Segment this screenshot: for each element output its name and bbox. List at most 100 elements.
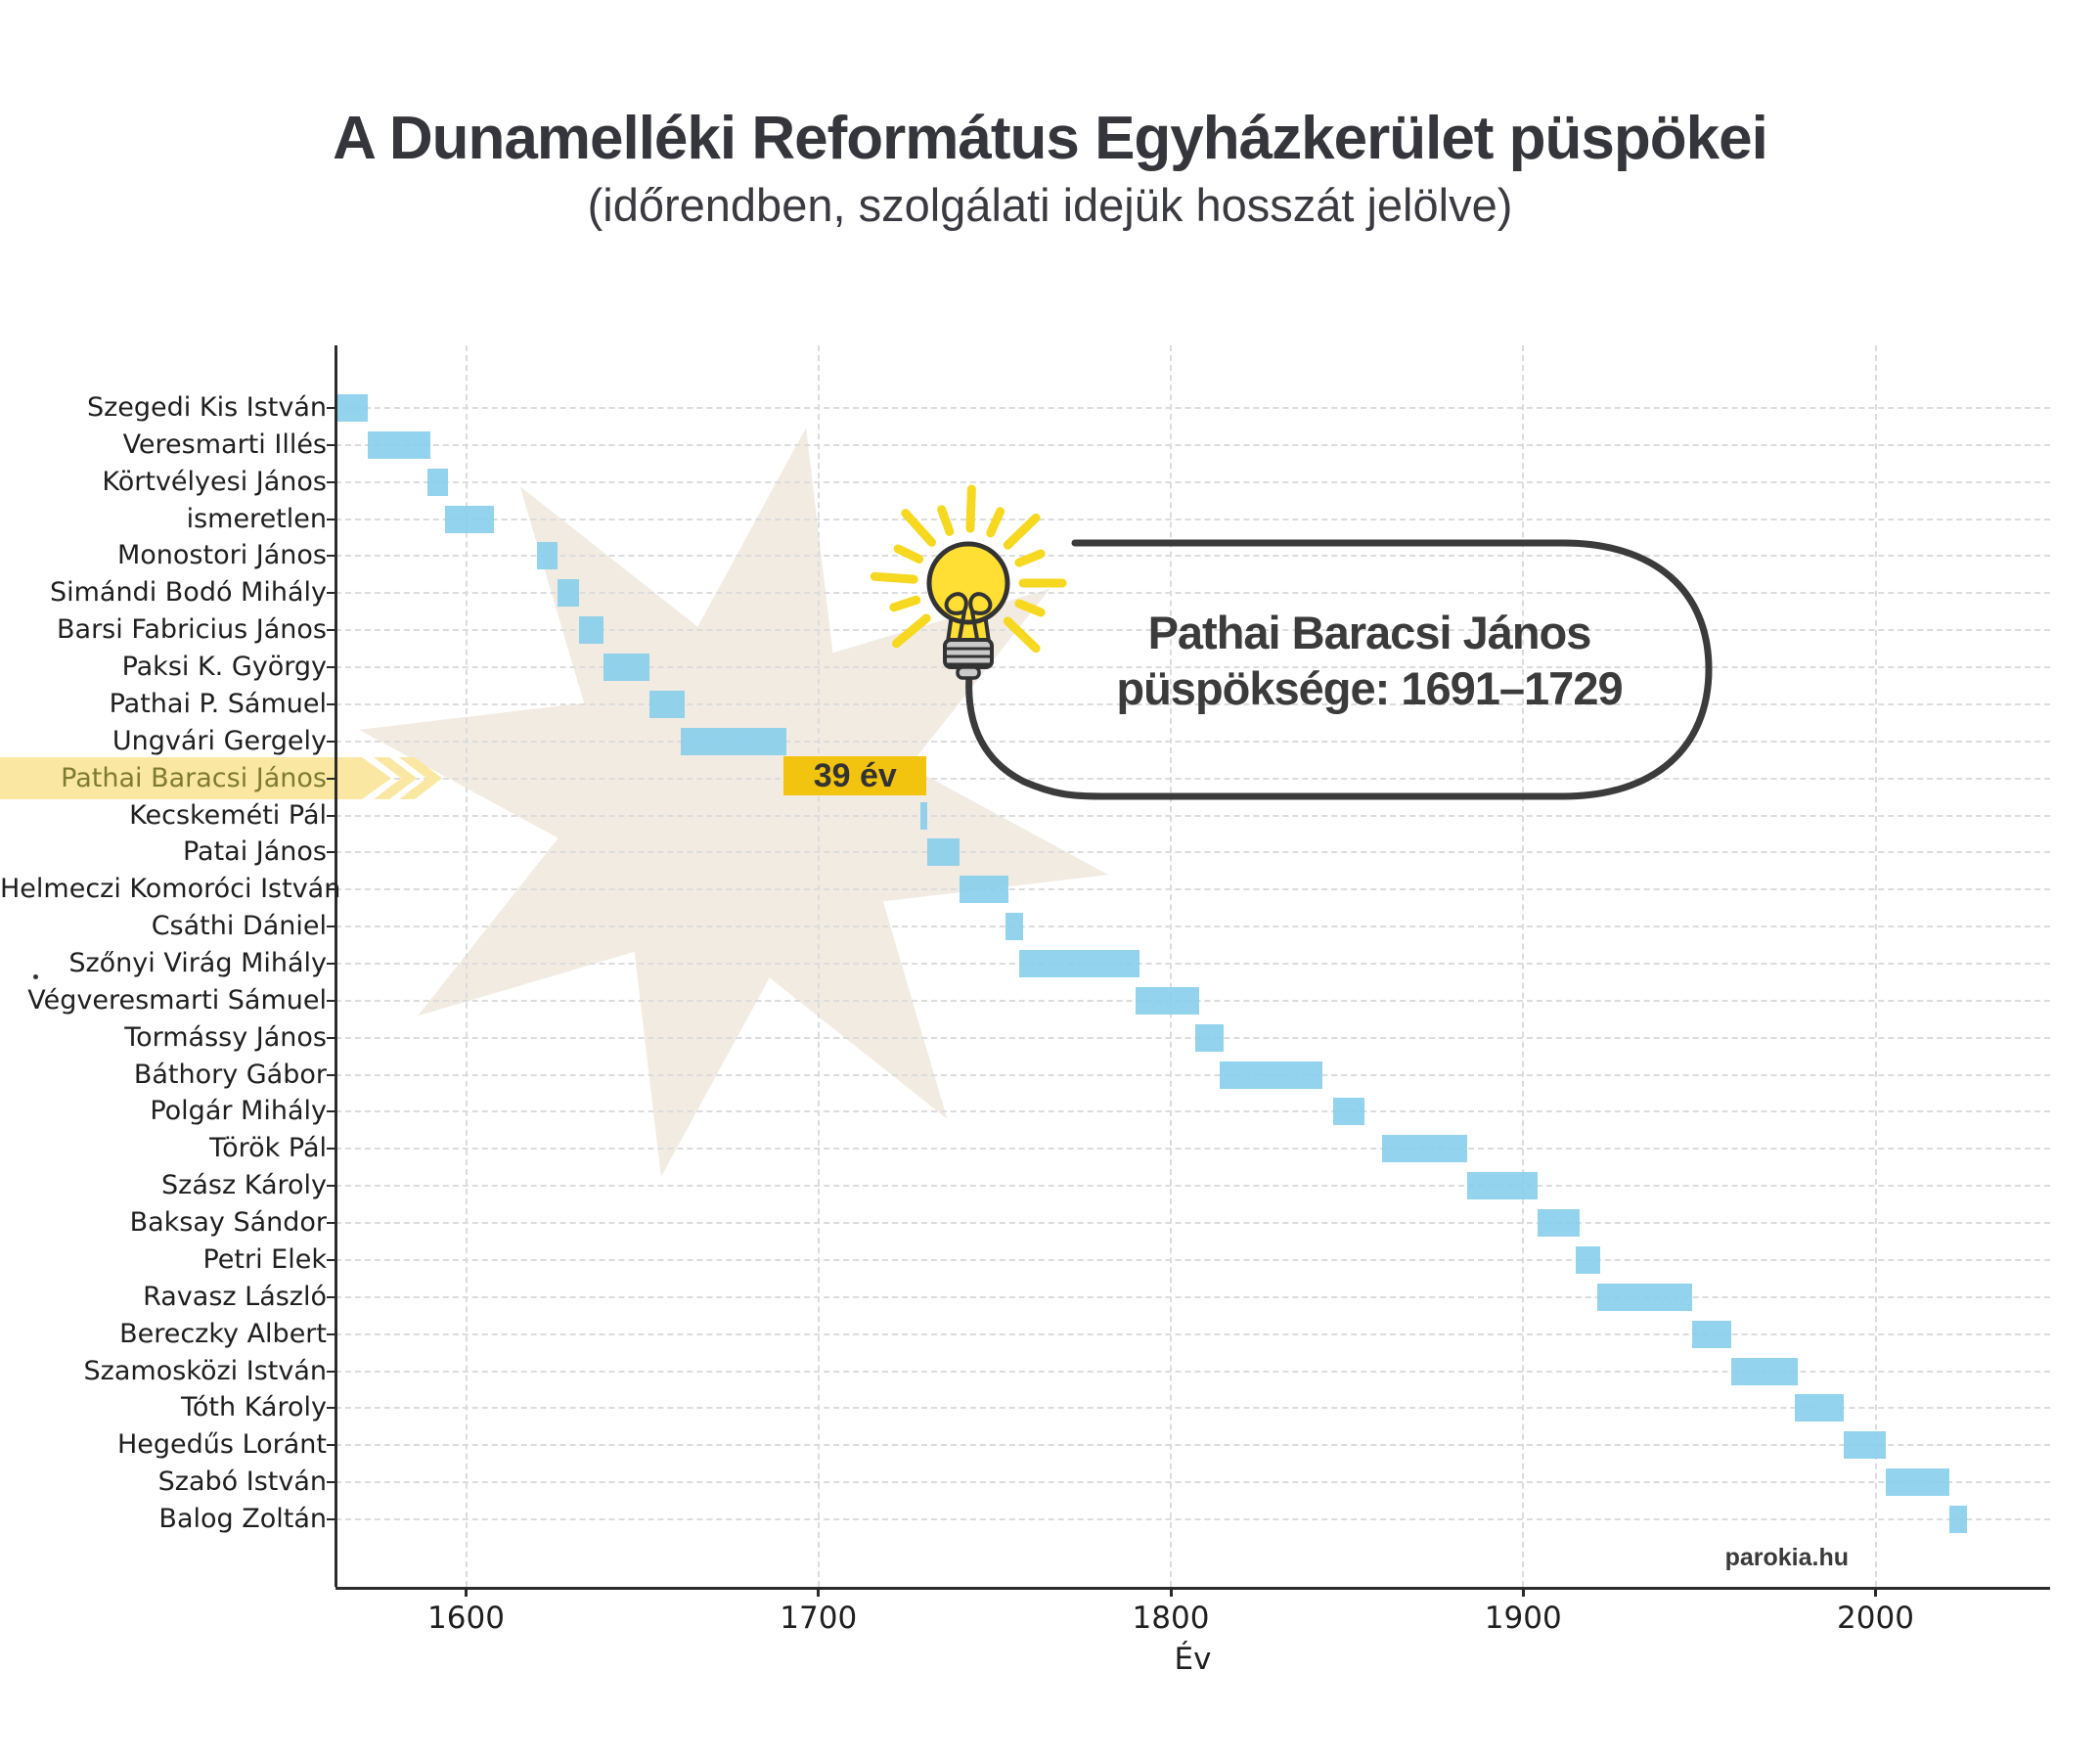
x-tick-label: 1600 (427, 1601, 505, 1636)
ray (986, 507, 1005, 538)
service-bar (1382, 1135, 1467, 1163)
y-axis-label: Hegedűs Loránt (117, 1429, 327, 1461)
service-bar (1332, 1098, 1365, 1126)
row-gridline (335, 518, 2050, 520)
ray (937, 505, 955, 536)
y-axis-label: Csáthi Dániel (151, 911, 327, 942)
duration-badge: 39 év (783, 756, 927, 795)
row-gridline (335, 443, 2050, 446)
service-bar (1537, 1209, 1580, 1238)
y-tick-mark (327, 480, 335, 483)
service-bar (603, 654, 649, 682)
y-tick-mark (327, 888, 335, 891)
row-gridline (335, 1185, 2050, 1188)
service-bar (681, 727, 787, 755)
ray (1003, 513, 1041, 550)
service-bar (920, 801, 928, 830)
service-bar (1596, 1283, 1693, 1311)
service-bar (959, 876, 1009, 904)
y-axis-label: Tóth Károly (181, 1392, 327, 1423)
row-gridline (335, 1295, 2050, 1298)
y-axis-label: Pathai Baracsi János (61, 762, 327, 793)
y-axis-label: Körtvélyesi János (102, 466, 327, 497)
vertical-gridline (1874, 345, 1877, 1587)
ray (965, 484, 976, 533)
x-tick-mark (465, 1587, 468, 1597)
y-tick-mark (327, 926, 335, 928)
y-axis-label: Báthory Gábor (133, 1059, 327, 1090)
x-tick-mark (1874, 1587, 1877, 1597)
x-tick-label: 2000 (1837, 1601, 1914, 1636)
y-tick-mark (327, 443, 335, 446)
y-axis-label: Török Pál (209, 1133, 327, 1164)
y-tick-mark (327, 1481, 335, 1484)
y-axis-label: Baksay Sándor (129, 1207, 327, 1239)
row-gridline (335, 963, 2050, 965)
service-bar (1692, 1320, 1731, 1348)
y-tick-mark (327, 814, 335, 817)
y-axis-label: ismeretlen (186, 503, 327, 534)
service-bar (1466, 1172, 1538, 1200)
row-gridline (335, 1332, 2050, 1335)
y-axis-label: Kecskeméti Pál (129, 799, 327, 831)
y-axis-label: Szász Károly (161, 1170, 327, 1201)
row-gridline (335, 407, 2050, 409)
stray-dot (33, 974, 38, 979)
y-axis-label: Barsi Fabricius János (57, 614, 327, 646)
ray (893, 544, 924, 564)
y-tick-mark (327, 1222, 335, 1225)
chart-title: A Dunamelléki Református Egyházkerület p… (333, 105, 1768, 172)
y-axis-label: Simándi Bodó Mihály (49, 577, 327, 609)
y-axis-label: Végveresmarti Sámuel (27, 984, 327, 1016)
row-gridline (335, 1444, 2050, 1447)
row-gridline (335, 1518, 2050, 1520)
y-axis-label: Ungvári Gergely (112, 725, 327, 756)
y-tick-mark (327, 1370, 335, 1373)
vertical-gridline (817, 345, 820, 1587)
row-gridline (335, 1073, 2050, 1076)
row-gridline (335, 1481, 2050, 1484)
service-bar (444, 505, 495, 533)
row-gridline (335, 814, 2050, 817)
y-axis-label: Ravasz László (143, 1281, 327, 1312)
service-bar (1135, 986, 1199, 1015)
y-axis-label: Szabó István (157, 1467, 327, 1498)
service-bar (367, 430, 431, 459)
service-bar (1005, 913, 1023, 941)
y-tick-mark (327, 740, 335, 743)
y-tick-mark (327, 518, 335, 520)
row-gridline (335, 851, 2050, 854)
row-gridline (335, 888, 2050, 891)
y-axis-label: Petri Elek (202, 1243, 327, 1275)
callout-text: Pathai Baracsi János püspöksége: 1691–17… (1056, 605, 1682, 716)
watermark: parokia.hu (1724, 1544, 1849, 1571)
service-bar (335, 394, 368, 422)
x-tick-mark (1521, 1587, 1525, 1597)
y-axis-label: Szamosközi István (83, 1355, 327, 1386)
x-axis-title: Év (1174, 1642, 1212, 1677)
row-gridline (335, 740, 2050, 743)
y-tick-mark (327, 1185, 335, 1188)
y-axis-label: Polgár Mihály (150, 1096, 327, 1127)
row-gridline (335, 592, 2050, 595)
service-bar (927, 838, 960, 867)
y-axis-label: Pathai P. Sámuel (109, 688, 327, 719)
row-gridline (335, 1110, 2050, 1113)
x-tick-label: 1800 (1132, 1601, 1210, 1636)
service-bar (1949, 1506, 1968, 1533)
service-bar (1195, 1023, 1225, 1052)
y-tick-mark (327, 702, 335, 705)
y-axis-label: Szegedi Kis István (86, 392, 327, 423)
y-tick-mark (327, 1332, 335, 1335)
ray (889, 595, 921, 612)
y-tick-mark (327, 629, 335, 632)
y-tick-mark (327, 1258, 335, 1261)
y-tick-mark (327, 1148, 335, 1151)
row-gridline (335, 1407, 2050, 1410)
x-tick-label: 1700 (780, 1601, 858, 1636)
chart-subtitle: (időrendben, szolgálati idejük hosszát j… (587, 179, 1513, 231)
y-axis-label: Monostori János (116, 540, 327, 571)
service-bar (1886, 1468, 1950, 1497)
row-gridline (335, 1258, 2050, 1261)
